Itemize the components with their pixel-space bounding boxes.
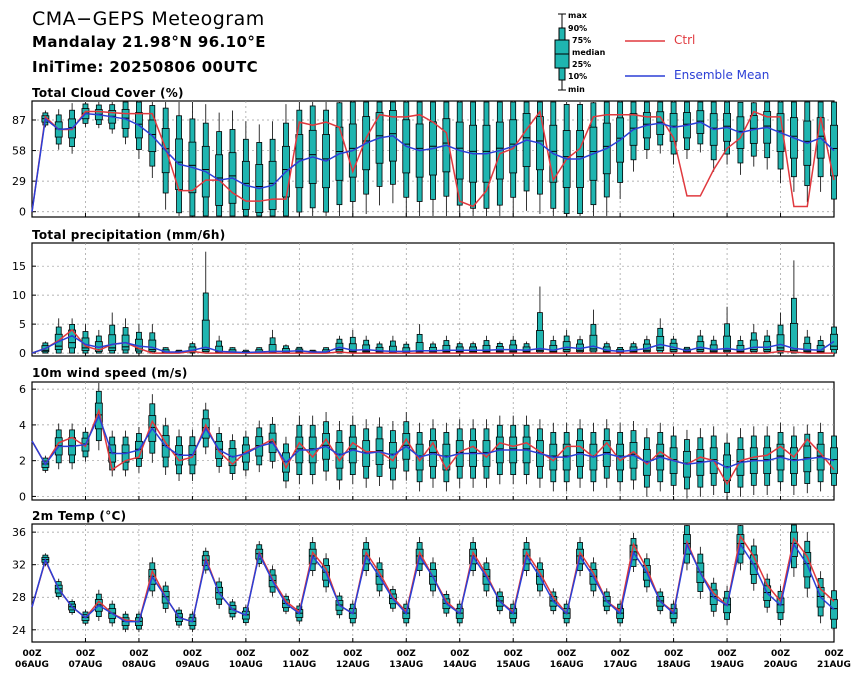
x-tick-label-date: 17AUG <box>603 660 637 670</box>
x-tick-label-hour: 00Z <box>771 649 791 659</box>
y-tick-label: 2 <box>19 455 26 468</box>
y-tick-label: 4 <box>19 419 26 432</box>
x-tick-label-hour: 00Z <box>504 649 524 659</box>
box-p25-p75 <box>830 447 838 474</box>
legend-box-glyph <box>554 13 665 91</box>
x-tick-label-hour: 00Z <box>129 649 149 659</box>
x-tick-label-date: 08AUG <box>122 660 156 670</box>
box-p25-p75 <box>201 319 210 352</box>
x-tick-label-hour: 00Z <box>450 649 470 659</box>
init-time-label: IniTime: 20250806 00UTC <box>32 58 259 76</box>
meteogram-title: CMA−GEPS Meteogram <box>32 8 265 30</box>
ctrl-series-line <box>31 328 834 354</box>
box-p25-p75 <box>749 339 758 352</box>
x-tick-label-hour: 00Z <box>557 649 577 659</box>
box-p25-p75 <box>108 334 117 351</box>
panel-title-precip: Total precipitation (mm/6h) <box>32 228 226 242</box>
x-tick-label-date: 11AUG <box>282 660 316 670</box>
x-tick-label-date: 10AUG <box>229 660 263 670</box>
x-tick-label-date: 14AUG <box>443 660 477 670</box>
legend-label-p25: 25% <box>572 60 592 69</box>
y-tick-label: 0 <box>19 347 26 360</box>
box-p25-p75 <box>776 334 785 351</box>
box-p25-p75 <box>362 344 371 353</box>
x-tick-label-hour: 00Z <box>664 649 684 659</box>
box-p25-p75 <box>656 335 665 351</box>
x-tick-label-hour: 00Z <box>236 649 256 659</box>
legend-label-median: median <box>572 48 606 57</box>
box-p25-p75 <box>509 344 518 353</box>
box-p25-p75 <box>562 341 571 352</box>
x-tick-label-hour: 00Z <box>718 649 738 659</box>
location-label: Mandalay 21.98°N 96.10°E <box>32 33 266 51</box>
x-tick-label-hour: 00Z <box>611 649 631 659</box>
panel-frame <box>31 242 835 357</box>
x-tick-label-date: 06AUG <box>15 660 49 670</box>
box-p25-p75 <box>148 339 157 352</box>
x-tick-label-hour: 00Z <box>343 649 363 659</box>
y-tick-label: 36 <box>12 526 26 539</box>
box-p25-p75 <box>536 330 544 353</box>
legend-label-max: max <box>568 11 587 20</box>
box-p25-p75 <box>830 124 838 177</box>
x-tick-label-hour: 00Z <box>824 649 844 659</box>
y-tick-label: 24 <box>12 624 26 637</box>
x-tick-label-date: 15AUG <box>496 660 530 670</box>
x-tick-label-date: 12AUG <box>336 660 370 670</box>
y-tick-label: 10 <box>12 289 26 302</box>
box-p25-p75 <box>589 334 598 352</box>
y-tick-label: 0 <box>19 490 26 503</box>
legend-label-p90: 90% <box>568 24 588 33</box>
panel-title-temp: 2m Temp (°C) <box>32 509 127 523</box>
x-tick-label-date: 18AUG <box>657 660 691 670</box>
y-tick-label: 15 <box>12 260 26 273</box>
ctrl-series-line <box>31 407 835 486</box>
mean-series-line <box>31 112 835 212</box>
panel-frame <box>31 523 835 643</box>
box-p25-p75 <box>803 342 812 353</box>
x-tick-label-date: 09AUG <box>175 660 209 670</box>
x-tick-label-date: 19AUG <box>710 660 744 670</box>
box-p25-p75 <box>723 335 731 353</box>
x-tick-label-date: 16AUG <box>550 660 584 670</box>
x-tick-label-hour: 00Z <box>183 649 203 659</box>
ctrl-legend-label: Ctrl <box>674 33 696 47</box>
mean-series-line <box>31 541 835 623</box>
x-tick-label-hour: 00Z <box>22 649 42 659</box>
y-tick-label: 29 <box>12 175 26 188</box>
mean-legend-label: Ensemble Mean <box>674 68 770 82</box>
y-tick-label: 58 <box>12 145 26 158</box>
y-tick-label: 28 <box>12 591 26 604</box>
panel-title-cloud: Total Cloud Cover (%) <box>32 86 184 100</box>
panel-title-wind: 10m wind speed (m/s) <box>32 366 188 380</box>
y-tick-label: 0 <box>19 206 26 219</box>
x-tick-label-date: 13AUG <box>389 660 423 670</box>
x-tick-label-hour: 00Z <box>76 649 96 659</box>
y-tick-label: 32 <box>12 559 26 572</box>
x-tick-label-date: 20AUG <box>764 660 798 670</box>
mean-series-line <box>31 413 835 469</box>
box-p25-p75 <box>696 341 705 352</box>
box-p25-p75 <box>482 344 491 353</box>
ctrl-series-line <box>31 109 835 212</box>
legend-label-min: min <box>568 85 585 94</box>
chart-legend: max 90% 75% median 25% 10% min Ctrl Ense… <box>540 8 840 98</box>
y-tick-label: 5 <box>19 318 26 331</box>
x-tick-label-hour: 00Z <box>397 649 417 659</box>
box-p25-p75 <box>442 344 451 353</box>
x-tick-label-date: 21AUG <box>817 660 851 670</box>
mean-series-line <box>31 334 835 354</box>
x-tick-label-date: 07AUG <box>69 660 103 670</box>
box-p25-p75 <box>348 343 357 353</box>
y-tick-label: 87 <box>12 114 26 127</box>
x-tick-label-hour: 00Z <box>290 649 310 659</box>
legend-label-p10: 10% <box>568 72 588 81</box>
legend-label-p75: 75% <box>572 36 592 45</box>
y-tick-label: 6 <box>19 383 26 396</box>
